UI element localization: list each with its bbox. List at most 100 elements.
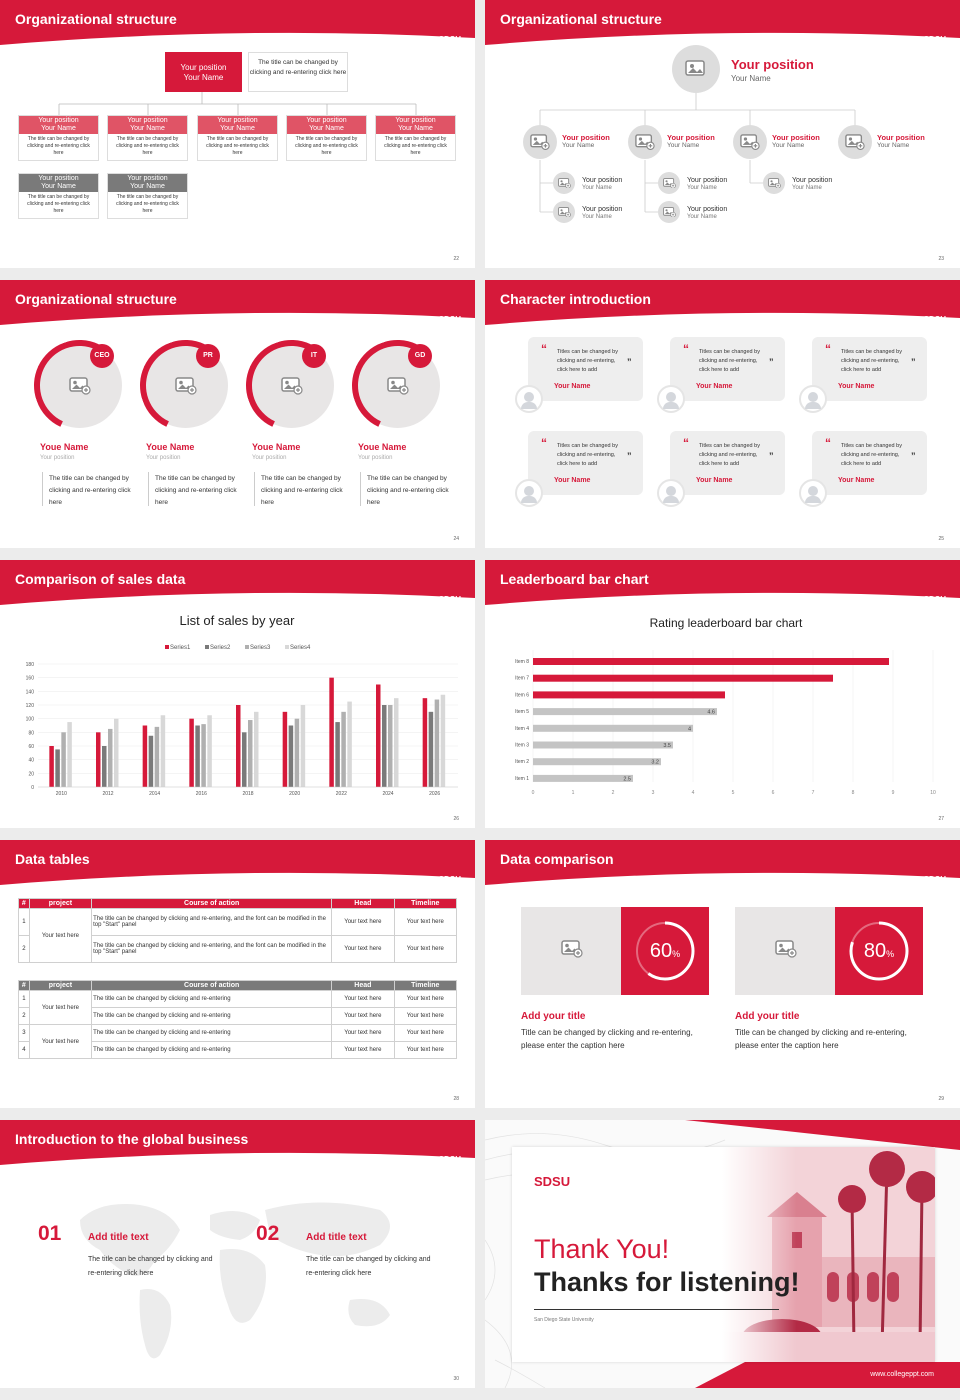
bar	[236, 705, 241, 787]
data-label: 3.2	[651, 760, 659, 766]
table-cell: Your text here	[331, 1024, 395, 1042]
box-title: Your position	[38, 117, 79, 124]
data-card: 60%	[521, 907, 709, 995]
slide-thanks[interactable]: SDSU Thank You! Thanks for listening! Sa…	[485, 1120, 960, 1388]
box-title: Your position	[127, 117, 168, 124]
y-tick-label: 40	[28, 758, 34, 764]
quote-card: “ Titles can be changed by clicking and …	[670, 337, 785, 401]
profile-circle	[339, 327, 456, 444]
main-photo-placeholder	[672, 45, 720, 93]
data-table-1: # project Course of action Head Timeline 1 You…	[18, 898, 458, 963]
quote-text: Titles can be changed by clicking and re…	[841, 349, 902, 373]
avatar	[657, 385, 685, 413]
role-badge: GD	[408, 344, 432, 368]
divider	[534, 1309, 779, 1310]
y-tick-label: Item 6	[515, 692, 529, 698]
bar	[440, 694, 446, 787]
slide-29[interactable]: Data comparison SDSU 60% Add your title …	[485, 840, 960, 1108]
slide-27[interactable]: Leaderboard bar chart SDSU Rating leader…	[485, 560, 960, 828]
photo-placeholder	[523, 125, 557, 159]
chart-title: Rating leaderboard bar chart	[650, 616, 803, 630]
photo-placeholder-small	[763, 172, 785, 194]
bar	[96, 732, 101, 787]
slide-28[interactable]: Data tables SDSU # project Course of actio…	[0, 840, 475, 1108]
table-cell: Your text here	[331, 1007, 395, 1025]
slide-26[interactable]: Comparison of sales data SDSU List of sa…	[0, 560, 475, 828]
profile-circle	[21, 327, 138, 444]
quote-card: “ Titles can be changed by clicking and …	[812, 431, 927, 495]
bar	[254, 711, 259, 787]
quote-text: Titles can be changed by clicking and re…	[557, 443, 618, 467]
bar	[376, 684, 381, 787]
quote-open-icon: “	[541, 436, 547, 450]
slide-22[interactable]: Organizational structure SDSU Your posit…	[0, 0, 475, 268]
legend-label: Series2	[210, 645, 231, 651]
table-cell: The title can be changed by clicking and…	[91, 935, 333, 963]
org-box: Your position Your Name The title can be …	[286, 115, 367, 161]
data-label: 4.6	[707, 710, 715, 716]
avatar	[515, 385, 543, 413]
x-tick-label: 2026	[429, 791, 440, 797]
table-cell: 2	[18, 935, 30, 963]
photo-placeholder-small	[658, 172, 680, 194]
slide-30[interactable]: Introduction to the global business SDSU…	[0, 1120, 475, 1388]
x-tick-label: 2010	[56, 791, 67, 797]
bar	[55, 749, 60, 787]
bar	[160, 715, 166, 787]
thanks-listening-text: Thanks for listening!	[534, 1267, 800, 1297]
progress-ring	[635, 921, 695, 981]
logo: SDSU	[438, 1155, 461, 1164]
chart-title: List of sales by year	[180, 613, 296, 628]
box-name: Your Name	[309, 125, 344, 132]
page-number: 30	[453, 1376, 459, 1382]
bar	[148, 735, 154, 787]
slide-24[interactable]: Organizational structure SDSU CEO Youe N…	[0, 280, 475, 548]
bar	[347, 701, 352, 787]
avatar	[515, 479, 543, 507]
box-text: The title can be changed by clicking and…	[206, 136, 269, 156]
slide-header: Comparison of sales data SDSU	[0, 560, 475, 612]
slide-header: Data comparison SDSU	[485, 840, 960, 892]
y-tick-label: 20	[28, 771, 34, 777]
quote-open-icon: “	[683, 342, 689, 356]
table-cell: 1	[18, 990, 30, 1008]
bar	[533, 758, 661, 766]
logo: SDSU	[923, 875, 946, 884]
table-header: project	[28, 980, 93, 991]
x-tick-label: 2016	[196, 791, 207, 797]
table-cell: Your text here	[393, 1041, 458, 1059]
org-box: Your position Your Name The title can be …	[18, 173, 99, 219]
bar	[394, 698, 399, 787]
page-number: 23	[938, 256, 944, 262]
slide-header: Organizational structure SDSU	[485, 0, 960, 52]
quote-name: Your Name	[696, 477, 733, 484]
slide-23[interactable]: Organizational structure SDSU Your posit…	[485, 0, 960, 268]
bar	[341, 711, 346, 787]
slide-title: Organizational structure	[500, 11, 662, 27]
y-tick-label: Item 2	[515, 759, 529, 765]
org-box: Your position Your Name The title can be …	[375, 115, 456, 161]
bar	[533, 691, 725, 699]
x-tick-label: 2020	[289, 791, 300, 797]
quote-close-icon: ”	[769, 451, 774, 461]
slide-25[interactable]: Character introduction SDSU “ Titles can…	[485, 280, 960, 548]
card-title: Add your title	[735, 1011, 800, 1022]
card-text: Title can be changed by clicking and re-…	[521, 1028, 693, 1050]
logo: SDSU	[923, 595, 946, 604]
bar	[533, 708, 717, 716]
bar	[248, 720, 253, 787]
quote-name: Your Name	[696, 383, 733, 390]
x-tick-label: 5	[732, 790, 735, 796]
sub-position: Your position	[582, 206, 623, 213]
profile-text: The title can be changed by clicking and…	[261, 475, 343, 506]
legend-label: Series4	[290, 645, 311, 651]
table-cell: 2	[18, 1007, 30, 1025]
box-title: Your position	[306, 117, 347, 124]
y-tick-label: 160	[26, 676, 35, 682]
node-position: Your position	[667, 133, 715, 142]
slide-title: Comparison of sales data	[15, 571, 186, 587]
role-badge: PR	[196, 344, 220, 368]
node-name: Your Name	[877, 142, 910, 149]
box-name: Your Name	[130, 183, 165, 190]
percent-panel: 60%	[621, 907, 709, 995]
